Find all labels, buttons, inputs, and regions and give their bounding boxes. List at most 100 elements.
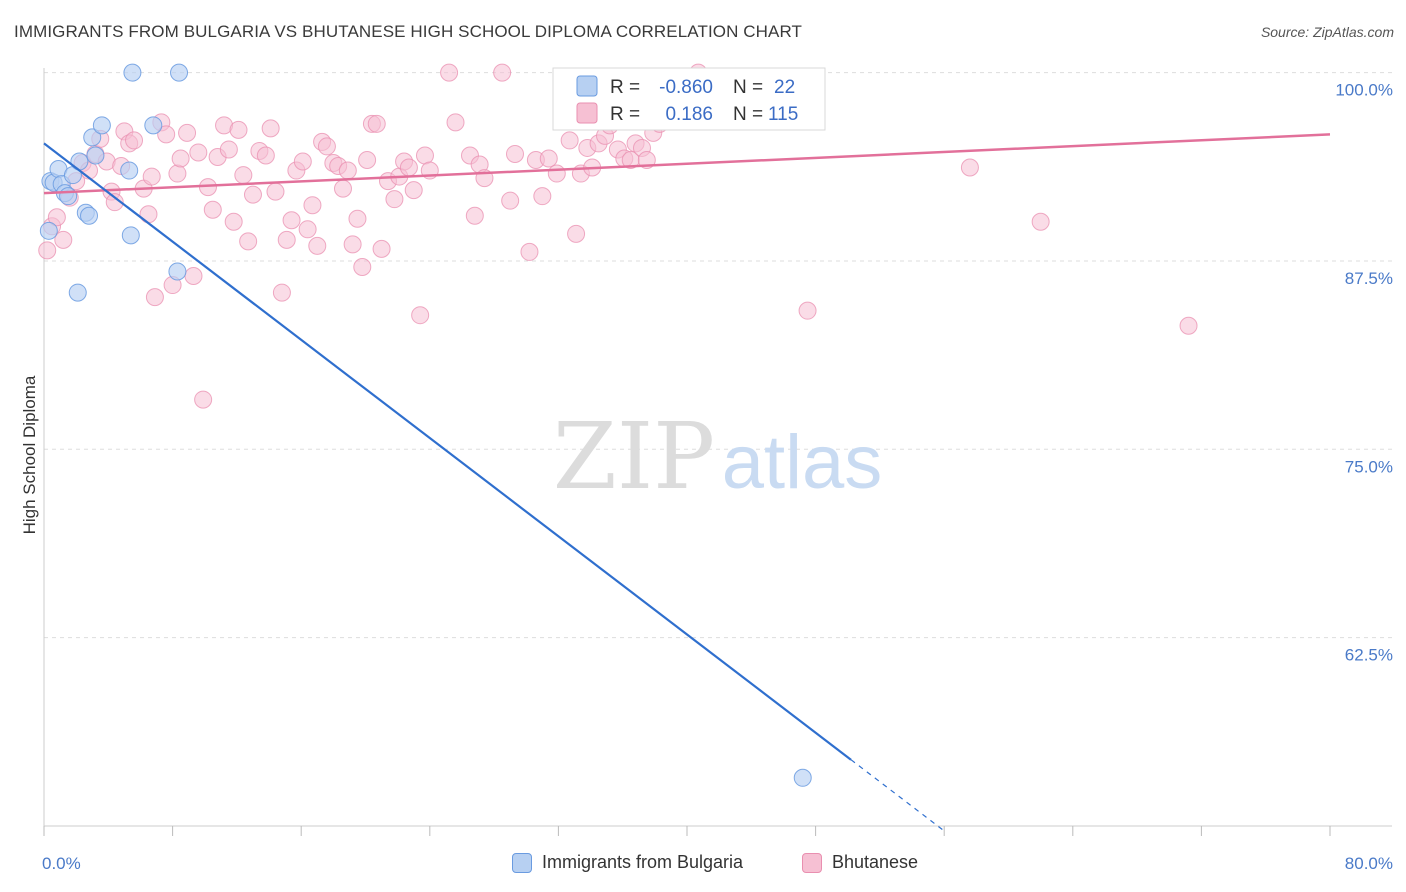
bhutanese-point — [501, 191, 520, 210]
watermark-atlas: atlas — [722, 420, 883, 505]
bhutanese-point — [493, 63, 512, 82]
bhutanese-point — [415, 146, 434, 165]
bhutanese-point — [139, 205, 158, 224]
bottom-legend-swatch-bulgaria — [512, 852, 532, 873]
bhutanese-point — [194, 390, 213, 409]
bhutanese-point — [404, 181, 423, 200]
bulgaria-point — [83, 128, 102, 147]
bulgaria-point — [68, 283, 87, 302]
bhutanese-point — [567, 224, 586, 243]
bhutanese-point — [560, 131, 579, 150]
bhutanese-point — [261, 119, 280, 138]
bhutanese-point — [142, 167, 161, 186]
bhutanese-point — [440, 63, 459, 82]
bhutanese-point — [189, 143, 208, 162]
legend-n-label-1: N = — [733, 77, 763, 98]
bhutanese-point — [256, 146, 275, 165]
bhutanese-points — [38, 63, 1198, 409]
bhutanese-point — [465, 206, 484, 225]
bhutanese-point — [446, 113, 465, 132]
bhutanese-point — [171, 149, 190, 168]
bhutanese-point — [317, 137, 336, 156]
legend-n-value-2: 115 — [768, 104, 798, 125]
bhutanese-point — [157, 125, 176, 144]
legend-frame — [552, 67, 826, 131]
bulgaria-point — [168, 262, 187, 281]
bhutanese-point — [282, 211, 301, 230]
legend-r-label-2: R = — [610, 104, 640, 125]
source-label: Source: ZipAtlas.com — [1260, 24, 1394, 40]
bhutanese-point — [219, 140, 238, 159]
bhutanese-point — [145, 288, 164, 307]
legend-r-value-2: 0.186 — [665, 104, 713, 125]
bhutanese-point — [367, 114, 386, 133]
bhutanese-point — [960, 158, 979, 177]
legend-swatch-bhutanese — [576, 102, 598, 124]
bhutanese-point — [303, 196, 322, 215]
bhutanese-point — [353, 257, 372, 276]
bulgaria-point — [59, 187, 78, 206]
y-tick-labels: 100.0% 87.5% 75.0% 62.5% — [1335, 81, 1393, 665]
watermark-zip: ZIP — [553, 403, 715, 510]
bhutanese-point — [229, 120, 248, 139]
bulgaria-trend-line — [43, 142, 852, 761]
bhutanese-point — [308, 236, 327, 255]
bottom-legend: Immigrants from Bulgaria Bhutanese — [0, 852, 1406, 878]
x-tick-labels: 0.0% 80.0% — [42, 854, 1393, 873]
bhutanese-point — [547, 164, 566, 183]
y-tick-label: 62.5% — [1345, 646, 1393, 665]
bhutanese-point — [798, 301, 817, 320]
bulgaria-point — [80, 206, 99, 225]
grid-lines — [44, 72, 1392, 639]
bhutanese-point — [411, 306, 430, 325]
bulgaria-points — [39, 63, 812, 787]
bulgaria-point — [86, 146, 105, 165]
y-tick-label: 100.0% — [1335, 81, 1393, 100]
legend-swatch-bulgaria — [576, 75, 598, 97]
x-tick-label-end: 80.0% — [1345, 854, 1393, 873]
bhutanese-point — [178, 123, 197, 142]
legend-r-label-1: R = — [610, 77, 640, 98]
bhutanese-point — [277, 230, 296, 249]
watermark: ZIP atlas — [553, 403, 882, 510]
bhutanese-point — [243, 185, 262, 204]
axes — [43, 68, 1392, 836]
bhutanese-point — [239, 232, 258, 251]
bottom-legend-label-bhutanese: Bhutanese — [832, 852, 919, 872]
bhutanese-point — [168, 164, 187, 183]
bottom-legend-item-bhutanese[interactable]: Bhutanese — [802, 852, 918, 873]
bhutanese-point — [399, 158, 418, 177]
bhutanese-point — [293, 152, 312, 171]
bhutanese-point — [372, 239, 391, 258]
bulgaria-point — [120, 161, 139, 180]
y-tick-label: 75.0% — [1345, 457, 1393, 476]
bhutanese-point — [539, 149, 558, 168]
bhutanese-point — [358, 150, 377, 169]
bottom-legend-item-bulgaria[interactable]: Immigrants from Bulgaria — [512, 852, 743, 873]
bhutanese-point — [184, 267, 203, 286]
bhutanese-point — [1031, 212, 1050, 231]
correlation-legend: R = -0.860 N = 22 R = 0.186 N = 115 — [552, 67, 826, 131]
bhutanese-point — [125, 131, 144, 150]
bulgaria-point — [170, 63, 189, 82]
bottom-legend-label-bulgaria: Immigrants from Bulgaria — [542, 852, 744, 872]
legend-r-value-1: -0.860 — [659, 77, 713, 98]
bulgaria-point — [70, 152, 89, 171]
bhutanese-point — [533, 187, 552, 206]
bulgaria-point — [123, 63, 142, 82]
bhutanese-point — [224, 212, 243, 231]
bhutanese-point — [1179, 316, 1198, 335]
legend-n-value-1: 22 — [774, 77, 795, 98]
bhutanese-point — [54, 230, 73, 249]
bhutanese-point — [105, 193, 124, 212]
bulgaria-point — [793, 768, 812, 787]
bulgaria-point — [39, 221, 58, 240]
y-tick-label: 87.5% — [1345, 269, 1393, 288]
bhutanese-point — [333, 179, 352, 198]
bhutanese-point — [234, 166, 253, 185]
bhutanese-point — [338, 161, 357, 180]
bhutanese-point — [520, 242, 539, 261]
bhutanese-point — [203, 200, 222, 219]
bhutanese-point — [385, 190, 404, 209]
